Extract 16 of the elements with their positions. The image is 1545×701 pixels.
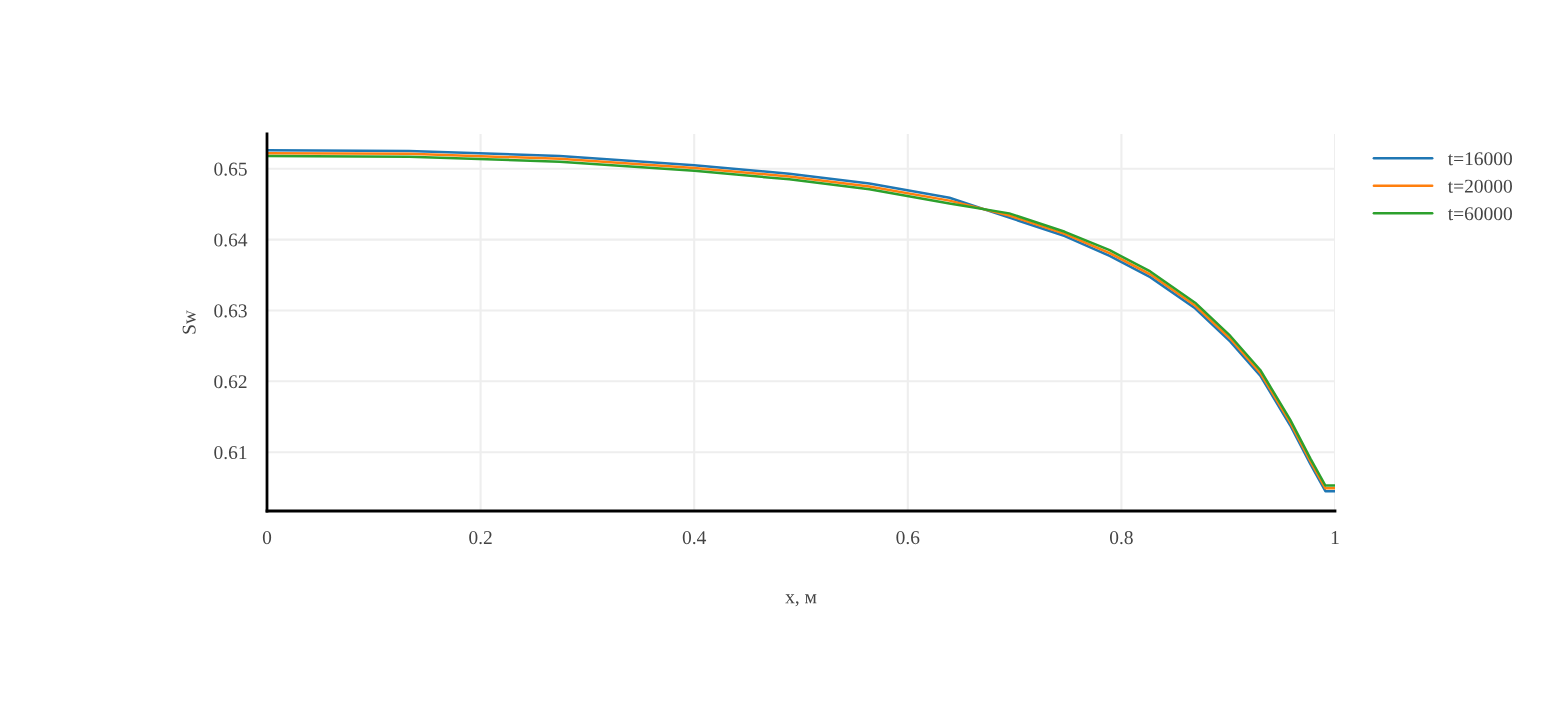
y-tick-label: 0.63 [214,304,247,318]
legend-label: t=60000 [1447,207,1512,221]
y-tick-label: 0.61 [214,446,247,460]
y-tick-label: 0.64 [214,233,248,247]
x-axis-title: x, м [785,594,817,607]
x-tick-label: 0.6 [896,531,920,545]
x-tick-label: 1 [1331,531,1339,544]
legend-label: t=16000 [1447,152,1512,166]
legend-label: t=20000 [1447,179,1512,193]
x-tick-label: 0.2 [469,531,492,545]
x-tick-label: 0.4 [682,531,707,545]
x-tick-label: 0.8 [1109,531,1133,545]
x-tick-label: 0 [262,531,272,545]
y-axis-title: Sw [182,310,196,334]
y-tick-label: 0.62 [214,375,247,389]
y-tick-label: 0.65 [214,162,247,176]
